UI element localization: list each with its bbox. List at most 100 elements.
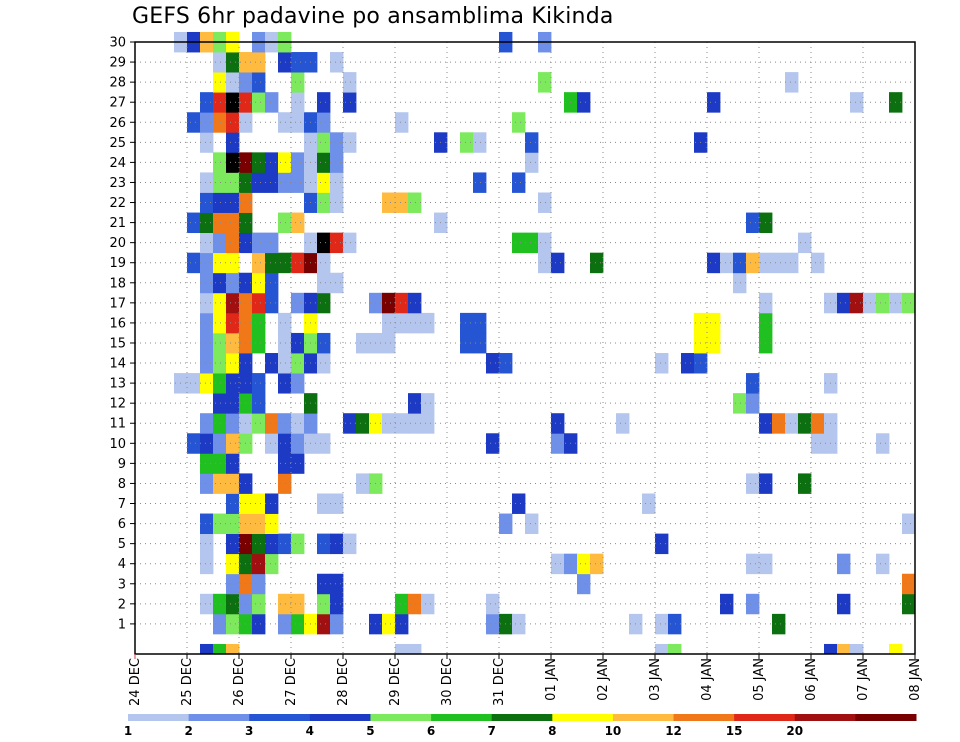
- x-tick-label: 24 DEC: [128, 658, 143, 706]
- colorbar-label: 6: [427, 724, 435, 738]
- heatmap-cell: [226, 272, 240, 294]
- heatmap-cell: [265, 252, 279, 274]
- heatmap-cell: [408, 312, 422, 334]
- heatmap-cell: [213, 473, 227, 494]
- heatmap-cell: [317, 192, 331, 213]
- heatmap-cell: [226, 312, 240, 334]
- heatmap-cell: [252, 513, 266, 535]
- grid-lines: [135, 41, 915, 654]
- heatmap-cell: [473, 132, 487, 153]
- heatmap-cell: [200, 92, 214, 113]
- y-tick-label: 9: [118, 457, 126, 472]
- heatmap-cell: [226, 252, 240, 274]
- heatmap-cell: [213, 72, 227, 93]
- heatmap-cell: [213, 453, 227, 474]
- heatmap-cell: [226, 132, 240, 153]
- heatmap-cell: [772, 613, 786, 635]
- heatmap-cell: [317, 232, 331, 254]
- heatmap-cell: [213, 513, 227, 535]
- heatmap-cell: [473, 332, 487, 354]
- y-tick-label: 12: [109, 397, 126, 412]
- heatmap-cell: [278, 373, 292, 394]
- heatmap-cell: [655, 643, 669, 654]
- heatmap-cell: [200, 533, 214, 555]
- heatmap-cell: [213, 252, 227, 274]
- heatmap-cell: [187, 433, 201, 454]
- heatmap-cell: [772, 413, 786, 434]
- heatmap-cell: [408, 292, 422, 314]
- heatmap-cell: [252, 172, 266, 193]
- heatmap-cell: [330, 172, 344, 193]
- heatmap-cell: [291, 112, 305, 133]
- y-tick-label: 10: [109, 437, 126, 452]
- heatmap-cell: [291, 413, 305, 434]
- y-axis: 1234567891011121314151617181920212223242…: [109, 36, 135, 632]
- heatmap-cell: [213, 52, 227, 73]
- heatmap-cell: [187, 112, 201, 133]
- heatmap-cell: [655, 353, 669, 374]
- heatmap-cell: [226, 533, 240, 555]
- heatmap-cell: [213, 413, 227, 434]
- heatmap-cell: [382, 413, 396, 434]
- heatmap-cell: [291, 152, 305, 173]
- heatmap-cell: [512, 232, 526, 254]
- heatmap-cell: [525, 513, 539, 535]
- heatmap-cell: [252, 573, 266, 595]
- x-tick-label: 05 JAN: [752, 658, 767, 701]
- y-tick-label: 3: [118, 577, 126, 592]
- heatmap-cell: [421, 593, 435, 615]
- heatmap-cell: [733, 252, 747, 274]
- heatmap-cell: [551, 433, 565, 454]
- heatmap-cell: [187, 212, 201, 234]
- heatmap-cell: [811, 252, 825, 274]
- heatmap-cell: [200, 272, 214, 294]
- x-tick-label: 03 JAN: [648, 658, 663, 701]
- heatmap-cell: [265, 353, 279, 374]
- heatmap-cell: [226, 513, 240, 535]
- heatmap-cell: [200, 373, 214, 394]
- heatmap-cell: [577, 553, 591, 575]
- heatmap-cell: [213, 353, 227, 374]
- colorbar-swatch: [249, 714, 311, 721]
- y-tick-label: 13: [109, 377, 126, 392]
- heatmap-cell: [226, 212, 240, 234]
- heatmap-cell: [798, 473, 812, 494]
- heatmap-cell: [551, 553, 565, 575]
- heatmap-cell: [486, 613, 500, 635]
- heatmap-cell: [746, 473, 760, 494]
- y-tick-label: 11: [109, 417, 126, 432]
- heatmap-cell: [330, 232, 344, 254]
- y-tick-label: 1: [118, 617, 126, 632]
- x-tick-label: 04 JAN: [700, 658, 715, 701]
- heatmap-cell: [278, 593, 292, 615]
- heatmap-cell: [200, 232, 214, 254]
- colorbar-swatch: [431, 714, 493, 721]
- heatmap-cell: [785, 72, 799, 93]
- heatmap-cell: [278, 413, 292, 434]
- heatmap-cell: [200, 312, 214, 334]
- heatmap-cell: [291, 52, 305, 73]
- heatmap-cell: [408, 593, 422, 615]
- colorbar-label: 7: [488, 724, 496, 738]
- heatmap-cell: [317, 332, 331, 354]
- heatmap-cell: [512, 613, 526, 635]
- heatmap-cell: [200, 353, 214, 374]
- heatmap-cell: [200, 192, 214, 213]
- heatmap-cell: [226, 643, 240, 654]
- heatmap-cell: [291, 593, 305, 615]
- y-tick-label: 27: [109, 96, 126, 111]
- heatmap-cell: [226, 192, 240, 213]
- heatmap-cell: [226, 172, 240, 193]
- heatmap-cell: [512, 493, 526, 514]
- heatmap-cell: [525, 232, 539, 254]
- heatmap-cell: [863, 292, 877, 314]
- heatmap-cell: [265, 533, 279, 555]
- heatmap-cell: [200, 112, 214, 133]
- heatmap-cell: [486, 353, 500, 374]
- heatmap-cell: [668, 613, 682, 635]
- heatmap-cell: [395, 413, 409, 434]
- heatmap-cell: [746, 373, 760, 394]
- colorbar: 1 2 3 4 5 6 7 8 10 12 15 20: [124, 714, 917, 738]
- heatmap-cell: [473, 312, 487, 334]
